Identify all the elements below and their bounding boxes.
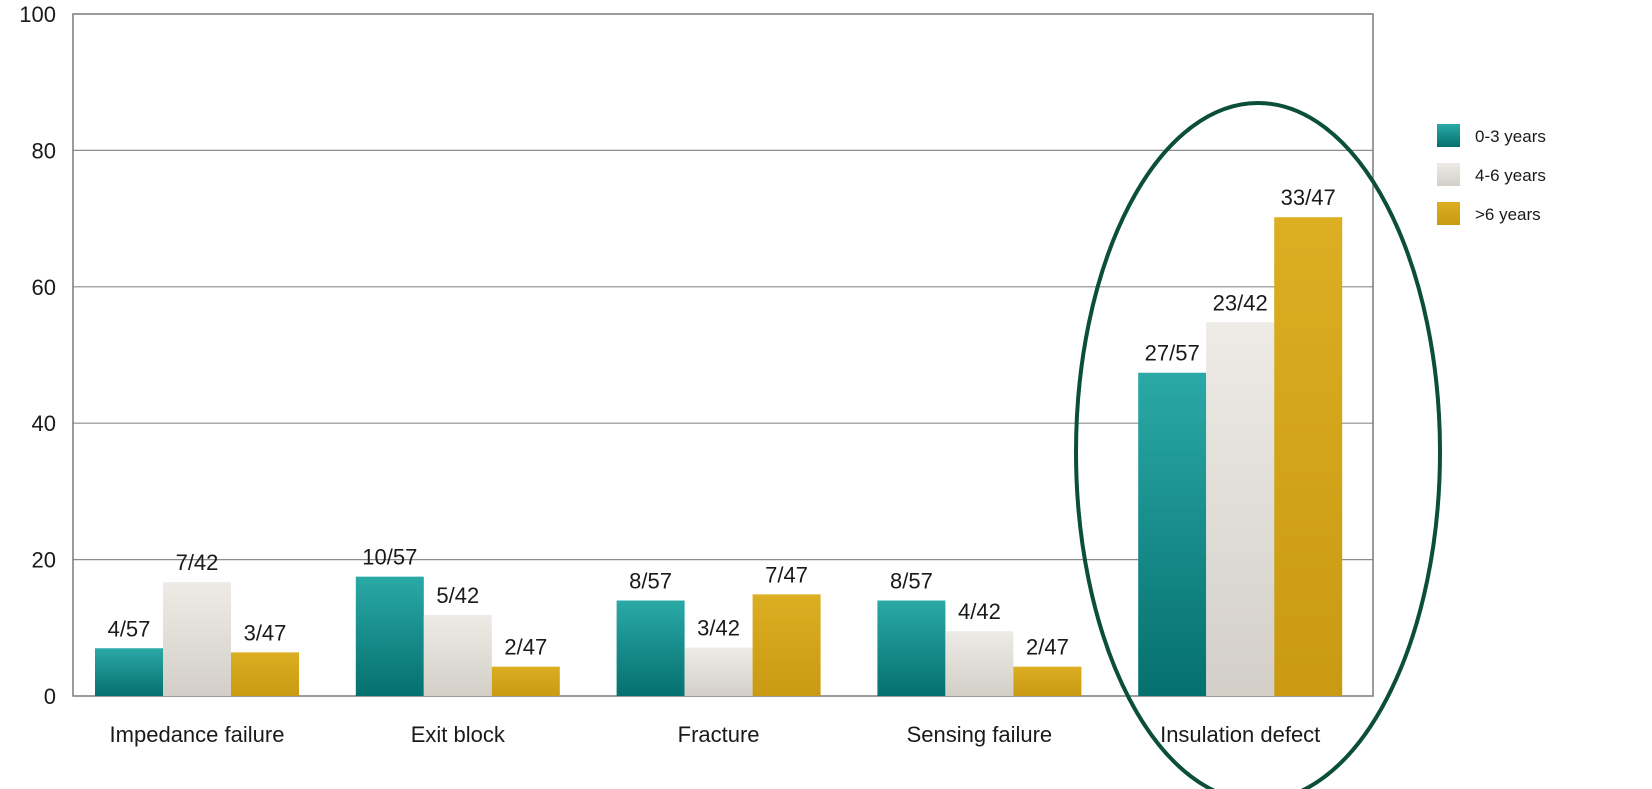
bar: [1206, 322, 1275, 696]
y-tick-label: 20: [32, 548, 56, 573]
bar-data-label: 23/42: [1213, 290, 1268, 315]
bar: [355, 576, 424, 696]
bar-data-label: 2/47: [504, 635, 547, 660]
legend-swatch: [1437, 124, 1460, 147]
bar-data-label: 10/57: [362, 545, 417, 570]
bar-data-label: 7/47: [765, 562, 808, 587]
bar-data-label: 4/57: [108, 616, 151, 641]
y-tick-label: 0: [44, 684, 56, 709]
x-category-label: Exit block: [411, 722, 506, 747]
bar: [684, 647, 753, 696]
bar-data-label: 8/57: [629, 569, 672, 594]
bar-data-label: 33/47: [1281, 185, 1336, 210]
bar: [231, 652, 299, 696]
y-tick-label: 80: [32, 138, 56, 163]
highlight-annotation: [1074, 101, 1442, 789]
legend-item: 4-6 years: [1437, 163, 1546, 186]
legend-label: 0-3 years: [1475, 127, 1546, 146]
y-axis-ticks: 0 20 40 60 80 100: [19, 2, 56, 709]
bar: [1138, 372, 1207, 696]
bars: [95, 217, 1343, 696]
bar: [423, 614, 492, 696]
y-tick-label: 60: [32, 275, 56, 300]
legend-item: 0-3 years: [1437, 124, 1546, 147]
x-category-label: Fracture: [678, 722, 760, 747]
bar-data-label: 4/42: [958, 599, 1001, 624]
legend-swatch: [1437, 163, 1460, 186]
highlight-ellipse: [1074, 101, 1442, 789]
x-axis-categories: Impedance failure Exit block Fracture Sensi…: [110, 722, 1321, 747]
bar: [163, 582, 231, 696]
bar-data-label: 3/47: [244, 620, 287, 645]
bar: [95, 648, 163, 696]
bar: [1013, 666, 1082, 696]
y-tick-label: 40: [32, 411, 56, 436]
x-category-label: Impedance failure: [110, 722, 285, 747]
legend: 0-3 years 4-6 years >6 years: [1437, 124, 1546, 225]
x-category-label: Insulation defect: [1160, 722, 1320, 747]
bar-data-label: 3/42: [697, 616, 740, 641]
bar: [945, 631, 1014, 696]
bar: [491, 666, 560, 696]
bar-data-label: 7/42: [176, 550, 219, 575]
legend-label: 4-6 years: [1475, 166, 1546, 185]
bar-data-label: 5/42: [436, 583, 479, 608]
bar-data-label: 8/57: [890, 569, 933, 594]
bar: [1274, 217, 1343, 696]
legend-swatch: [1437, 202, 1460, 225]
data-labels: 4/57 7/42 3/47 10/57 5/42 2/47 8/57 3/42 7/47 8/5…: [108, 185, 1336, 659]
bar-data-label: 27/57: [1145, 341, 1200, 366]
legend-item: >6 years: [1437, 202, 1541, 225]
bar-data-label: 2/47: [1026, 635, 1069, 660]
bar: [877, 600, 946, 696]
bar: [616, 600, 685, 696]
y-tick-label: 100: [19, 2, 56, 27]
x-category-label: Sensing failure: [907, 722, 1053, 747]
legend-label: >6 years: [1475, 205, 1541, 224]
bar: [752, 594, 821, 696]
